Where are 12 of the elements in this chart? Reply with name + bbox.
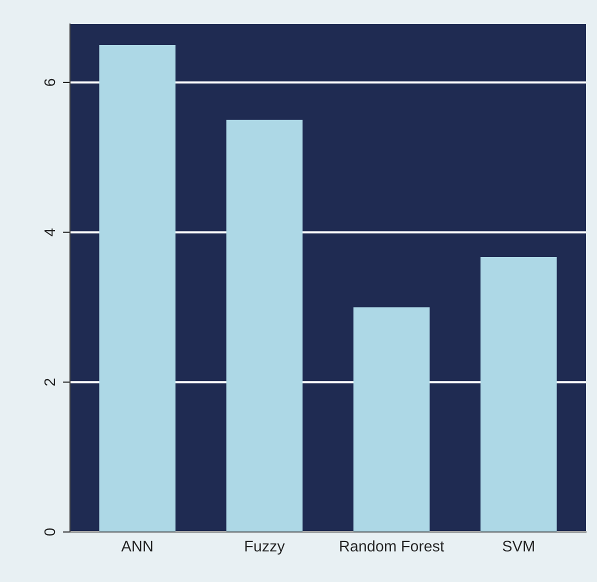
bar xyxy=(353,307,430,532)
x-tick-label: Random Forest xyxy=(340,540,444,552)
x-tick-label: ANN xyxy=(121,540,152,552)
y-tick-label: 6 xyxy=(44,78,56,86)
bar xyxy=(226,120,303,532)
y-tick-label: 4 xyxy=(44,228,56,236)
x-tick-label: SVM xyxy=(502,540,534,552)
y-tick-label: 0 xyxy=(44,528,56,536)
x-tick-label: Fuzzy xyxy=(245,540,285,555)
bar xyxy=(480,257,557,532)
bar xyxy=(99,44,176,532)
y-tick-label: 2 xyxy=(44,378,56,386)
